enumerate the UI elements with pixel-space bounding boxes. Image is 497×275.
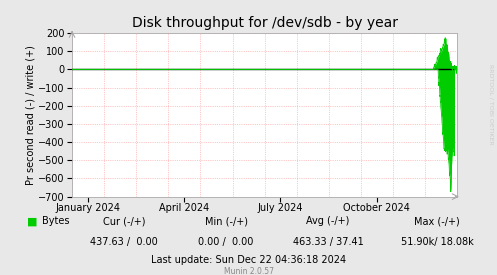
Text: ■: ■ xyxy=(27,216,38,226)
Text: Max (-/+): Max (-/+) xyxy=(414,216,460,226)
Text: Min (-/+): Min (-/+) xyxy=(205,216,248,226)
Text: Cur (-/+): Cur (-/+) xyxy=(103,216,146,226)
Title: Disk throughput for /dev/sdb - by year: Disk throughput for /dev/sdb - by year xyxy=(132,16,398,31)
Text: 0.00 /  0.00: 0.00 / 0.00 xyxy=(198,237,254,247)
Text: 463.33 / 37.41: 463.33 / 37.41 xyxy=(293,237,363,247)
Text: Bytes: Bytes xyxy=(42,216,70,226)
Text: Last update: Sun Dec 22 04:36:18 2024: Last update: Sun Dec 22 04:36:18 2024 xyxy=(151,255,346,265)
Text: Munin 2.0.57: Munin 2.0.57 xyxy=(224,267,273,275)
Y-axis label: Pr second read (-) / write (+): Pr second read (-) / write (+) xyxy=(25,45,35,185)
Text: Avg (-/+): Avg (-/+) xyxy=(306,216,350,226)
Text: RRDTOOL / TOBI OETIKER: RRDTOOL / TOBI OETIKER xyxy=(489,64,494,145)
Text: 51.90k/ 18.08k: 51.90k/ 18.08k xyxy=(401,237,474,247)
Text: 437.63 /  0.00: 437.63 / 0.00 xyxy=(90,237,158,247)
